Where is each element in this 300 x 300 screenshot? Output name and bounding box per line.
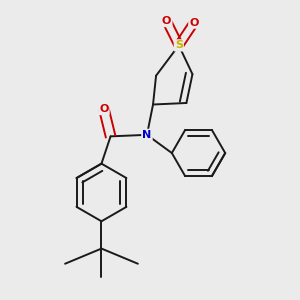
Text: S: S — [175, 40, 183, 50]
Text: O: O — [162, 16, 171, 26]
Text: O: O — [189, 18, 199, 28]
Text: N: N — [142, 130, 152, 140]
Text: O: O — [99, 104, 109, 114]
